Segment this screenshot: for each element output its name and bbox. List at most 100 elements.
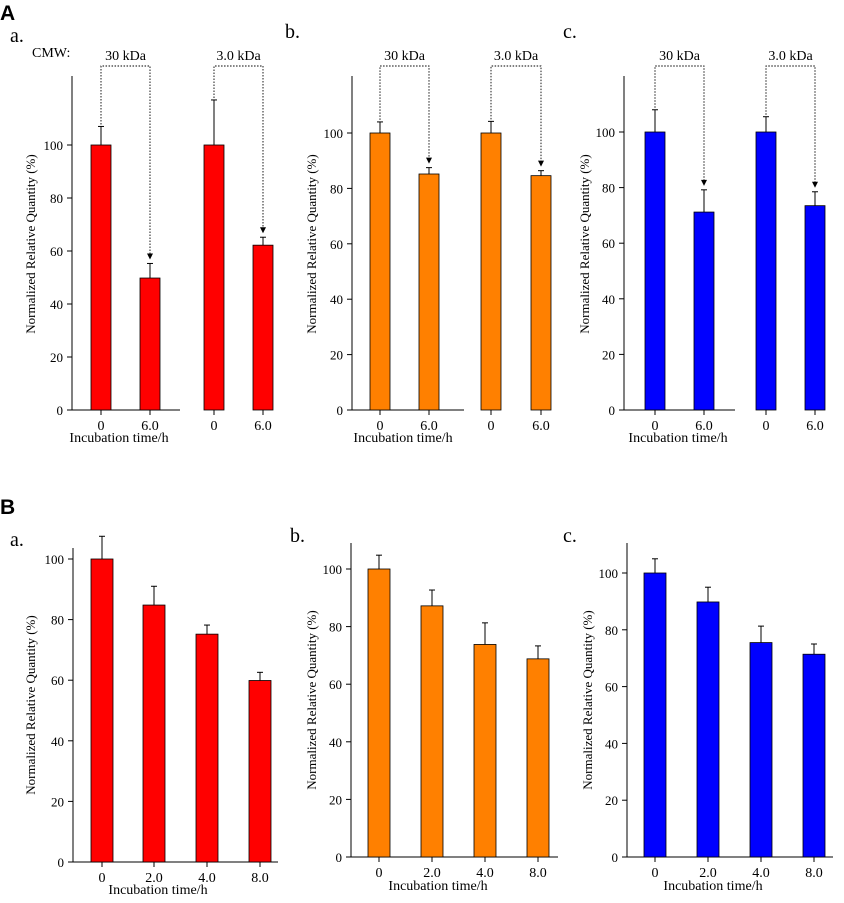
y-tick-label: 60 <box>50 244 63 259</box>
bracket-label: 3.0 kDa <box>216 49 261 64</box>
y-tick-label: 100 <box>324 126 344 141</box>
bracket <box>213 65 264 229</box>
bar <box>203 144 225 411</box>
section-label-b: B <box>0 496 15 519</box>
y-tick-label: 0 <box>57 403 64 418</box>
bracket <box>490 65 542 162</box>
bar <box>418 173 440 411</box>
y-axis-title: Normalized Relative Quantity (%) <box>23 615 38 794</box>
bracket-arrow <box>426 157 432 164</box>
y-tick-label: 40 <box>329 735 342 750</box>
x-tick-label: 4.0 <box>476 866 494 881</box>
bar <box>526 658 550 858</box>
y-tick-label: 80 <box>50 191 63 206</box>
x-tick-label: 8.0 <box>529 866 547 881</box>
x-tick-label: 0 <box>488 419 495 434</box>
y-tick-label: 100 <box>596 125 616 140</box>
x-axis-title: Incubation time/h <box>663 879 762 894</box>
y-tick-label: 40 <box>605 736 618 751</box>
y-axis-title: Normalized Relative Quantity (%) <box>577 154 592 333</box>
bracket-arrow <box>147 253 153 260</box>
x-tick-label: 6.0 <box>532 419 550 434</box>
x-tick-label: 6.0 <box>806 419 824 434</box>
section-label-a: A <box>0 2 15 25</box>
bracket-label: 30 kDa <box>105 49 147 64</box>
bar <box>139 277 161 411</box>
bar <box>369 132 391 411</box>
bar <box>142 604 166 863</box>
x-tick-label: 2.0 <box>145 871 163 886</box>
bracket-arrow <box>701 179 707 186</box>
bar <box>90 144 112 411</box>
bracket <box>100 65 151 255</box>
bracket <box>379 65 430 159</box>
y-tick-label: 40 <box>51 734 64 749</box>
bracket-label: 30 kDa <box>384 49 426 64</box>
y-tick-label: 20 <box>51 794 64 809</box>
y-tick-label: 40 <box>330 292 343 307</box>
bracket-label: 3.0 kDa <box>768 49 813 64</box>
x-tick-label: 0 <box>763 419 770 434</box>
y-tick-label: 80 <box>329 620 342 635</box>
panel-label: b. <box>290 525 305 547</box>
y-tick-label: 60 <box>330 237 343 252</box>
y-tick-label: 80 <box>605 623 618 638</box>
x-tick-label: 8.0 <box>805 866 823 881</box>
bar <box>696 601 720 858</box>
chart-b-c: c. 0 20 40 60 80 100 0 2.0 4.0 8.0 Incubation time/… <box>563 525 833 894</box>
x-tick-label: 0 <box>211 419 218 434</box>
bracket-label: 30 kDa <box>659 49 701 64</box>
x-axis-title: Incubation time/h <box>353 431 452 446</box>
y-tick-label: 20 <box>602 347 615 362</box>
y-tick-label: 20 <box>329 792 342 807</box>
y-axis-title: Normalized Relative Quantity (%) <box>23 154 38 333</box>
y-tick-label: 0 <box>612 850 619 865</box>
y-tick-label: 80 <box>602 181 615 196</box>
bar <box>804 205 826 411</box>
y-tick-label: 40 <box>50 297 63 312</box>
x-tick-label: 0 <box>652 866 659 881</box>
x-axis-title: Incubation time/h <box>388 879 487 894</box>
bracket <box>765 65 816 183</box>
x-tick-label: 6.0 <box>254 419 272 434</box>
x-tick-label: 0 <box>377 419 384 434</box>
y-tick-label: 60 <box>329 677 342 692</box>
bracket-label: 3.0 kDa <box>494 49 539 64</box>
bracket <box>654 65 705 181</box>
bar <box>248 680 272 863</box>
y-axis-title: Normalized Relative Quantity (%) <box>304 610 319 789</box>
chart-b-b: b. 0 20 40 60 80 100 0 2.0 4.0 8.0 Incubation time/… <box>290 525 558 894</box>
y-tick-label: 100 <box>45 552 65 567</box>
y-axis-title: Normalized Relative Quantity (%) <box>304 154 319 333</box>
x-axis-title: Incubation time/h <box>628 431 727 446</box>
y-tick-label: 60 <box>602 236 615 251</box>
x-tick-label: 2.0 <box>699 866 717 881</box>
bar <box>252 244 274 411</box>
y-tick-label: 60 <box>51 673 64 688</box>
x-tick-label: 2.0 <box>423 866 441 881</box>
bar <box>367 568 391 858</box>
panel-label: c. <box>563 21 577 43</box>
x-tick-label: 6.0 <box>141 419 159 434</box>
x-tick-label: 8.0 <box>251 871 269 886</box>
x-tick-label: 4.0 <box>198 871 216 886</box>
bracket-arrow <box>538 160 544 167</box>
x-tick-label: 0 <box>98 419 105 434</box>
y-tick-label: 100 <box>599 566 619 581</box>
bar <box>473 644 497 858</box>
y-tick-label: 80 <box>51 613 64 628</box>
x-tick-label: 6.0 <box>420 419 438 434</box>
y-tick-label: 100 <box>323 562 343 577</box>
bar <box>749 642 773 858</box>
y-tick-label: 0 <box>337 403 344 418</box>
y-tick-label: 20 <box>605 793 618 808</box>
bar <box>90 558 114 863</box>
bar <box>420 605 444 858</box>
y-tick-label: 40 <box>602 292 615 307</box>
y-tick-label: 100 <box>44 138 64 153</box>
y-tick-label: 20 <box>50 350 63 365</box>
bar <box>643 572 667 858</box>
bar <box>480 132 502 411</box>
